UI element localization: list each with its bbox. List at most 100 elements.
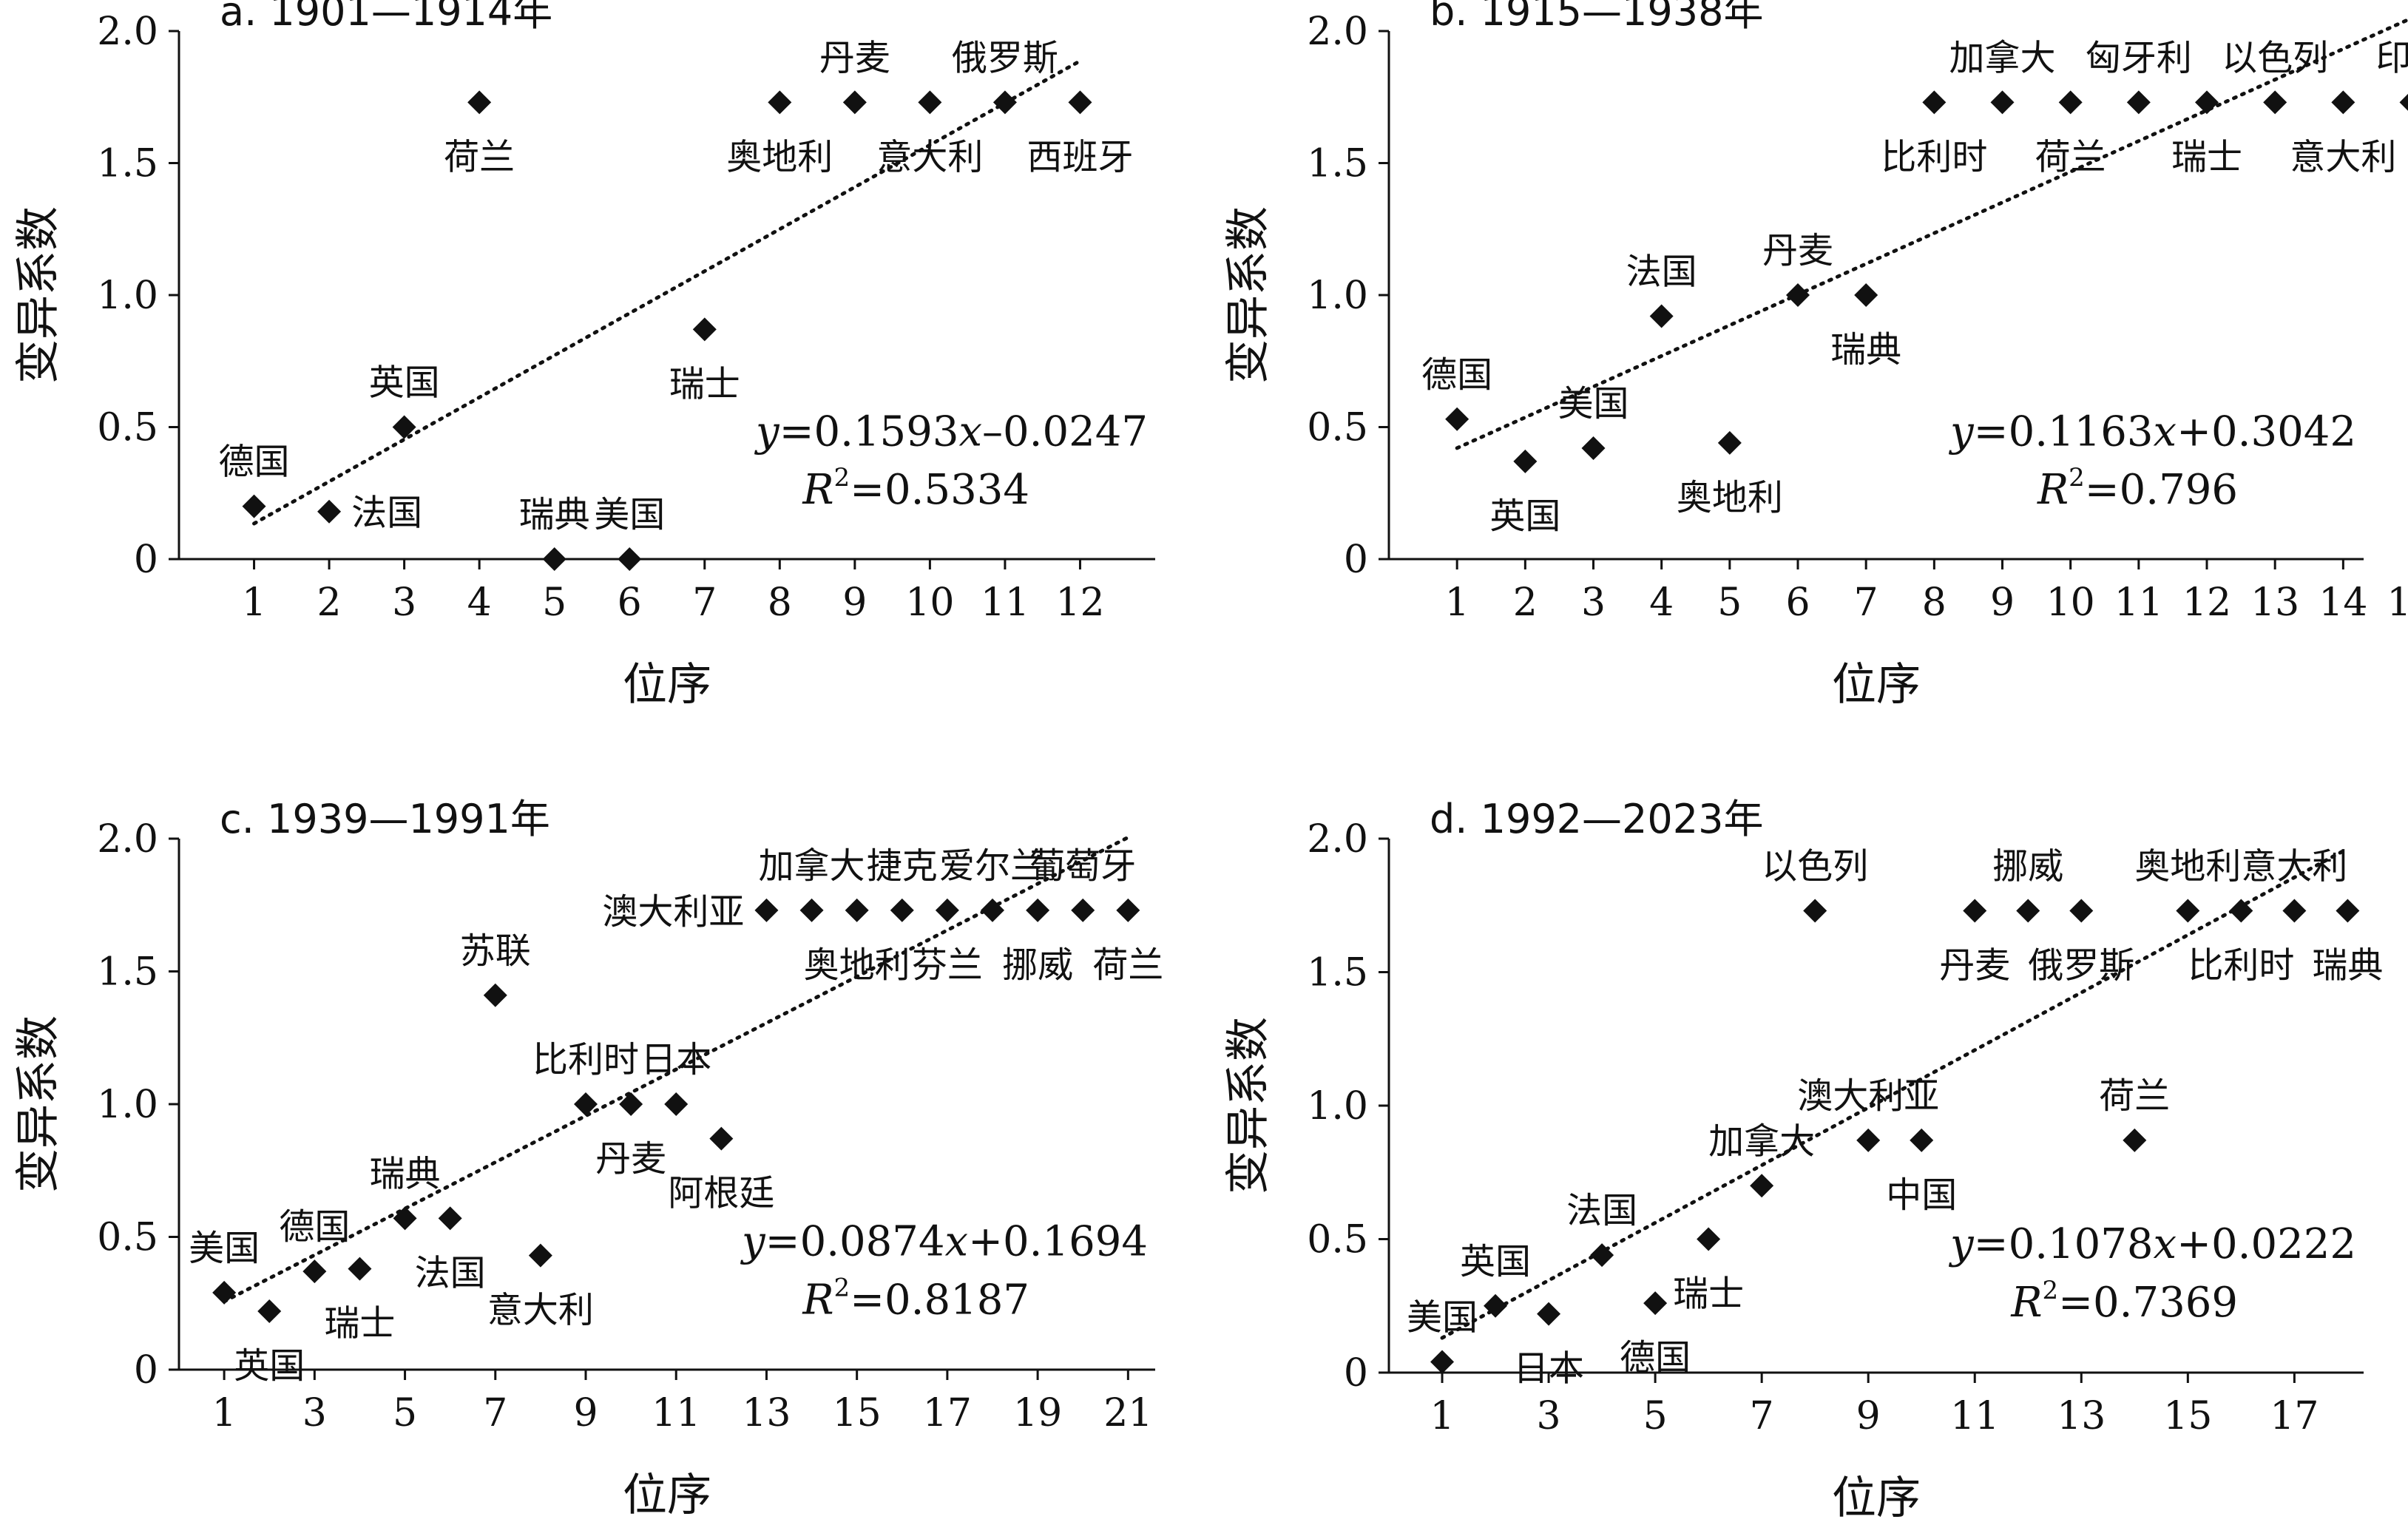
x-tick-label: 7 <box>1854 581 1878 625</box>
point-label: 美国 <box>1407 1297 1478 1339</box>
y-tick-label: 1.0 <box>97 1083 158 1127</box>
r-superscript: 2 <box>833 463 850 493</box>
point-label: 意大利 <box>876 136 983 177</box>
chart-title: c. 1939—1991年 <box>220 796 550 842</box>
x-tick-label: 7 <box>692 581 717 625</box>
point-label: 比利时 <box>2188 944 2294 986</box>
data-point <box>1590 1243 1614 1268</box>
point-label: 加拿大 <box>1949 37 2056 78</box>
x-tick-label: 4 <box>467 581 492 625</box>
point-label: 英国 <box>234 1345 305 1387</box>
equation-part: x <box>2154 407 2177 456</box>
x-tick-label: 2 <box>1513 581 1538 625</box>
x-tick-label: 1 <box>1445 581 1470 625</box>
equation-part: =0.1163 <box>1974 407 2154 456</box>
chart-panel-d: 00.51.01.52.01 3 5 7 9 11 13 15 17d. 1992—2023年位… <box>1222 796 2383 1522</box>
y-tick-label: 0.5 <box>1307 406 1368 450</box>
x-tick-label: 8 <box>1922 581 1947 625</box>
data-point <box>799 898 824 922</box>
data-point <box>1537 1302 1561 1326</box>
data-point <box>1430 1350 1455 1374</box>
r-value: =0.7369 <box>2058 1279 2238 1327</box>
x-tick-label: 11 <box>981 581 1029 625</box>
data-point <box>1116 898 1140 922</box>
x-tick-label: 3 <box>302 1391 327 1435</box>
point-label: 瑞士 <box>2171 136 2242 177</box>
point-label: 法国 <box>415 1252 486 1293</box>
data-point <box>2336 899 2360 923</box>
point-label: 丹麦 <box>595 1138 666 1180</box>
x-tick-label: 17 <box>923 1391 972 1435</box>
r-superscript: 2 <box>833 1274 850 1303</box>
data-point <box>935 898 959 922</box>
data-point <box>1445 407 1470 431</box>
point-label: 苏联 <box>460 930 531 972</box>
y-tick-label: 0 <box>134 538 158 582</box>
data-point <box>1922 90 1947 115</box>
data-point <box>1786 283 1810 307</box>
point-label: 荷兰 <box>2035 136 2106 177</box>
r-squared: R2=0.5334 <box>802 463 1029 514</box>
x-axis-label: 位序 <box>623 1469 711 1521</box>
y-axis-label: 变异系数 <box>1222 206 1274 384</box>
y-axis-label: 变异系数 <box>13 1015 64 1193</box>
y-tick-label: 0 <box>1344 538 1368 582</box>
x-tick-label: 5 <box>393 1391 417 1435</box>
data-point <box>664 1092 689 1116</box>
x-tick-label: 9 <box>1990 581 2015 625</box>
data-point <box>242 494 266 518</box>
point-label: 英国 <box>1460 1241 1531 1282</box>
data-point <box>2399 93 2408 111</box>
point-label: 法国 <box>351 493 422 534</box>
point-label: 捷克 <box>867 845 938 887</box>
point-label: 瑞典 <box>519 494 590 535</box>
x-tick-label: 5 <box>1643 1394 1668 1438</box>
data-point <box>2195 90 2219 115</box>
chart-title: b. 1915—1938年 <box>1430 0 1763 35</box>
r-symbol: R <box>802 1276 833 1325</box>
data-point <box>302 1259 327 1284</box>
equation-part: +0.0222 <box>2177 1220 2356 1268</box>
point-label: 葡萄牙 <box>1029 845 1136 887</box>
x-tick-label: 9 <box>573 1391 598 1435</box>
r-superscript: 2 <box>2069 463 2085 493</box>
y-tick-label: 2.0 <box>97 10 158 54</box>
point-label: 以色列 <box>2222 37 2328 78</box>
data-point <box>2069 899 2094 923</box>
x-tick-label: 1 <box>1430 1394 1454 1438</box>
data-point <box>1803 899 1827 923</box>
point-label: 荷兰 <box>444 136 515 177</box>
data-point <box>981 898 1004 922</box>
equation-part: =0.1593 <box>779 407 959 456</box>
data-point <box>483 983 507 1007</box>
x-tick-label: 3 <box>1581 581 1606 625</box>
y-tick-label: 1.0 <box>1307 274 1368 318</box>
point-label: 瑞士 <box>1673 1274 1744 1315</box>
point-label: 比利时 <box>1881 136 1987 177</box>
data-point <box>768 90 792 115</box>
regression-equation: y=0.0874x+0.1694 <box>740 1218 1148 1266</box>
point-label: 瑞士 <box>669 363 740 405</box>
x-tick-label: 1 <box>242 581 266 625</box>
x-tick-label: 11 <box>652 1391 700 1435</box>
chart-panel-b: 00.51.01.52.0123456789101112131415b. 191… <box>1222 0 2408 711</box>
data-point <box>1068 90 1092 115</box>
r-value: =0.8187 <box>850 1276 1029 1325</box>
x-tick-label: 14 <box>2319 581 2367 625</box>
point-label: 阿根廷 <box>668 1173 774 1214</box>
equation-part: x <box>2154 1220 2177 1268</box>
data-point <box>618 547 642 571</box>
regression-equation: y=0.1078x+0.0222 <box>1948 1220 2356 1268</box>
point-label: 意大利 <box>2241 845 2347 887</box>
point-label: 奥地利 <box>2134 845 2241 887</box>
r-symbol: R <box>802 466 833 514</box>
point-label: 荷兰 <box>2099 1075 2170 1117</box>
point-label: 匈牙利 <box>2086 37 2192 78</box>
equation-part: =0.1078 <box>1974 1220 2154 1268</box>
data-point <box>1484 1293 1508 1318</box>
x-tick-label: 13 <box>2250 581 2299 625</box>
data-point <box>692 317 717 342</box>
data-point <box>528 1243 552 1268</box>
x-tick-label: 2 <box>317 581 342 625</box>
data-point <box>2058 90 2083 115</box>
